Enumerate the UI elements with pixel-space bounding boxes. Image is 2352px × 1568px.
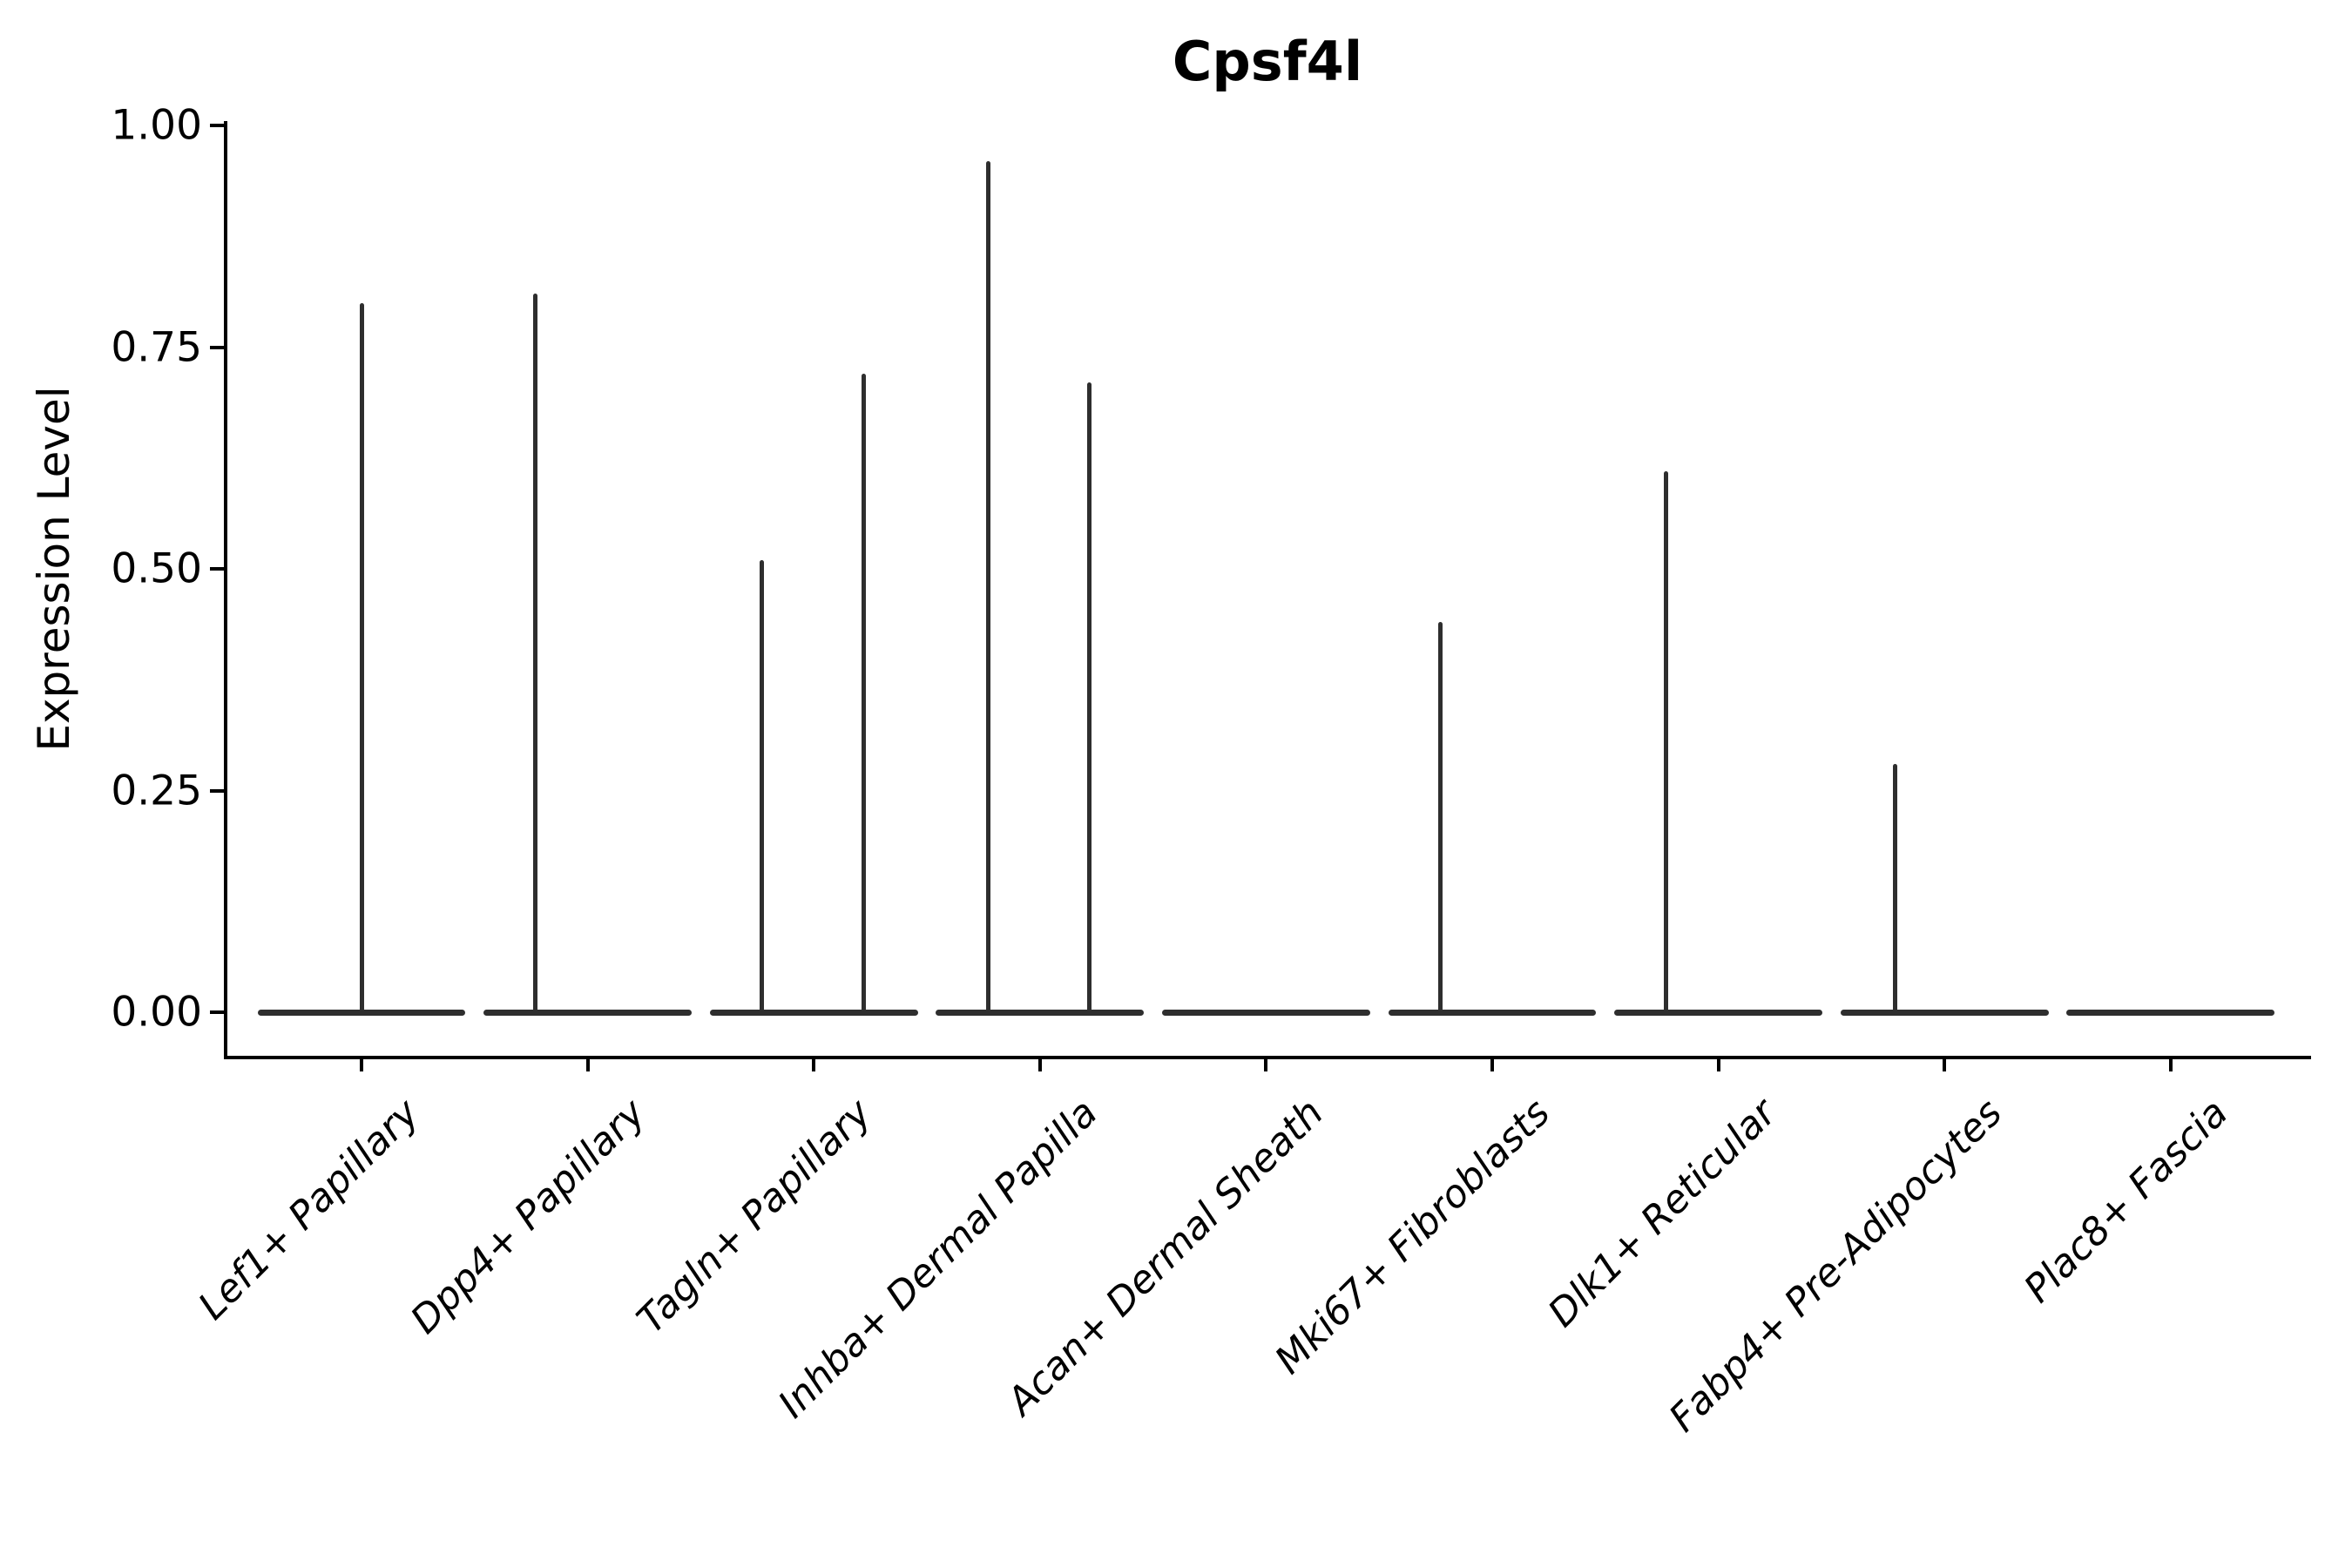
y-tick-label: 0.75 xyxy=(111,323,202,371)
violin-spike xyxy=(985,160,990,1015)
y-tick-label: 0.25 xyxy=(111,767,202,814)
violin-baseline xyxy=(1388,1009,1597,1016)
violin-baseline xyxy=(1840,1009,2049,1016)
x-tick-mark xyxy=(812,1056,816,1071)
y-tick-mark xyxy=(210,1010,226,1014)
y-tick-mark xyxy=(210,567,226,571)
x-tick-mark xyxy=(2168,1056,2173,1071)
x-tick-label: Plac8+ Fascia xyxy=(2016,1091,2237,1312)
x-tick-label: Tagln+ Papillary xyxy=(628,1091,881,1342)
y-tick-mark xyxy=(210,788,226,793)
violin-spike xyxy=(861,374,866,1015)
x-tick-mark xyxy=(1490,1056,1494,1071)
y-tick-mark xyxy=(210,124,226,127)
violin-baseline xyxy=(483,1009,692,1016)
y-tick-label: 0.00 xyxy=(111,988,202,1037)
x-tick-label: Dpp4+ Papillary xyxy=(402,1091,654,1343)
chart-title: Cpsf4l xyxy=(1172,30,1363,93)
violin-spike xyxy=(533,294,538,1015)
x-tick-mark xyxy=(1037,1056,1042,1071)
x-tick-mark xyxy=(585,1056,590,1071)
x-tick-mark xyxy=(1943,1056,1947,1071)
violin-baseline xyxy=(1161,1009,1370,1016)
violin-spike xyxy=(1437,622,1443,1015)
violin-baseline xyxy=(936,1009,1145,1016)
violin-baseline xyxy=(2066,1009,2275,1016)
violin-baseline xyxy=(709,1009,918,1016)
x-tick-label: Lef1+ Papillary xyxy=(190,1091,429,1329)
violin-spike xyxy=(1892,763,1897,1015)
violin-spike xyxy=(1664,471,1669,1015)
x-tick-label: Dlk1+ Reticular xyxy=(1539,1091,1785,1336)
x-tick-mark xyxy=(1264,1056,1268,1071)
y-tick-label: 0.50 xyxy=(111,544,202,593)
violin-spike xyxy=(1087,382,1092,1015)
violin-spike xyxy=(359,302,364,1015)
y-tick-label: 1.00 xyxy=(111,101,202,150)
x-tick-mark xyxy=(1716,1056,1720,1071)
violin-spike xyxy=(759,559,764,1015)
y-axis-label: Expression Level xyxy=(29,386,79,752)
violin-baseline xyxy=(1614,1009,1822,1016)
y-tick-mark xyxy=(210,345,226,349)
x-tick-mark xyxy=(360,1056,363,1071)
